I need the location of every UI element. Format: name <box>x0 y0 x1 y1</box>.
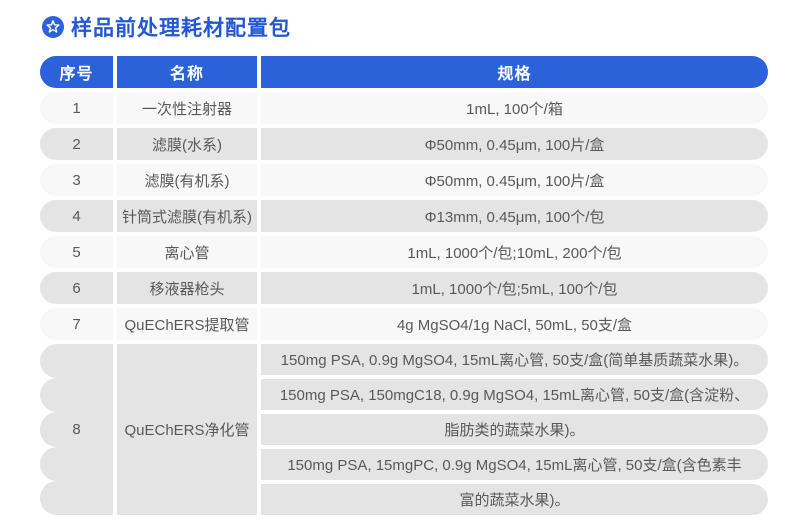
row-spec-line: 富的蔬菜水果)。 <box>261 484 768 515</box>
table-row: 6 移液器枪头 1mL, 1000个/包;5mL, 100个/包 <box>40 272 768 304</box>
row-name: 滤膜(水系) <box>117 128 257 160</box>
scalloped-edge <box>40 344 113 516</box>
row-spec: 1mL, 100个/箱 <box>261 92 768 124</box>
row-no: 2 <box>40 128 113 160</box>
row-no: 5 <box>40 236 113 268</box>
col-header-no: 序号 <box>40 56 113 88</box>
table-row: 1 一次性注射器 1mL, 100个/箱 <box>40 92 768 124</box>
consumables-table: 序号 名称 规格 1 一次性注射器 1mL, 100个/箱 2 滤膜(水系) Φ… <box>40 56 768 516</box>
row-name: 一次性注射器 <box>117 92 257 124</box>
row-spec-line: 脂肪类的蔬菜水果)。 <box>261 414 768 445</box>
table-row: 5 离心管 1mL, 1000个/包;10mL, 200个/包 <box>40 236 768 268</box>
row-spec-line: 150mg PSA, 150mgC18, 0.9g MgSO4, 15mL离心管… <box>261 379 768 410</box>
row-spec: Φ50mm, 0.45μm, 100片/盒 <box>261 128 768 160</box>
page-header: 样品前处理耗材配置包 <box>41 12 291 42</box>
page-title: 样品前处理耗材配置包 <box>71 17 291 40</box>
table-row: 4 针筒式滤膜(有机系) Φ13mm, 0.45μm, 100个/包 <box>40 200 768 232</box>
row-no: 6 <box>40 272 113 304</box>
row-spec-group: 150mg PSA, 0.9g MgSO4, 15mL离心管, 50支/盒(简单… <box>261 344 768 515</box>
table-row: 7 QuEChERS提取管 4g MgSO4/1g NaCl, 50mL, 50… <box>40 308 768 340</box>
row-spec-line: 150mg PSA, 15mgPC, 0.9g MgSO4, 15mL离心管, … <box>261 449 768 480</box>
row-spec: 1mL, 1000个/包;10mL, 200个/包 <box>261 236 768 268</box>
row-spec: 1mL, 1000个/包;5mL, 100个/包 <box>261 272 768 304</box>
row-no-merged-cell: 8 <box>40 344 113 516</box>
row-name: 针筒式滤膜(有机系) <box>117 200 257 232</box>
table-row: 3 滤膜(有机系) Φ50mm, 0.45μm, 100片/盒 <box>40 164 768 196</box>
table-row: 2 滤膜(水系) Φ50mm, 0.45μm, 100片/盒 <box>40 128 768 160</box>
row-name: QuEChERS提取管 <box>117 308 257 340</box>
row-no: 8 <box>72 421 81 438</box>
col-header-name: 名称 <box>117 56 257 88</box>
row-name: 离心管 <box>117 236 257 268</box>
table-header-row: 序号 名称 规格 <box>40 56 768 88</box>
col-header-spec: 规格 <box>261 56 768 88</box>
row-name: QuEChERS净化管 <box>117 344 257 515</box>
row-no: 7 <box>40 308 113 340</box>
row-spec: Φ50mm, 0.45μm, 100片/盒 <box>261 164 768 196</box>
row-name: 滤膜(有机系) <box>117 164 257 196</box>
row-spec-line: 150mg PSA, 0.9g MgSO4, 15mL离心管, 50支/盒(简单… <box>261 344 768 375</box>
row-no: 3 <box>40 164 113 196</box>
row-no: 1 <box>40 92 113 124</box>
row-spec: 4g MgSO4/1g NaCl, 50mL, 50支/盒 <box>261 308 768 340</box>
table-row-merged: 8 QuEChERS净化管 150mg PSA, 0.9g MgSO4, 15m… <box>40 344 768 516</box>
row-no: 4 <box>40 200 113 232</box>
row-name: 移液器枪头 <box>117 272 257 304</box>
row-spec: Φ13mm, 0.45μm, 100个/包 <box>261 200 768 232</box>
star-badge-icon <box>42 16 64 38</box>
